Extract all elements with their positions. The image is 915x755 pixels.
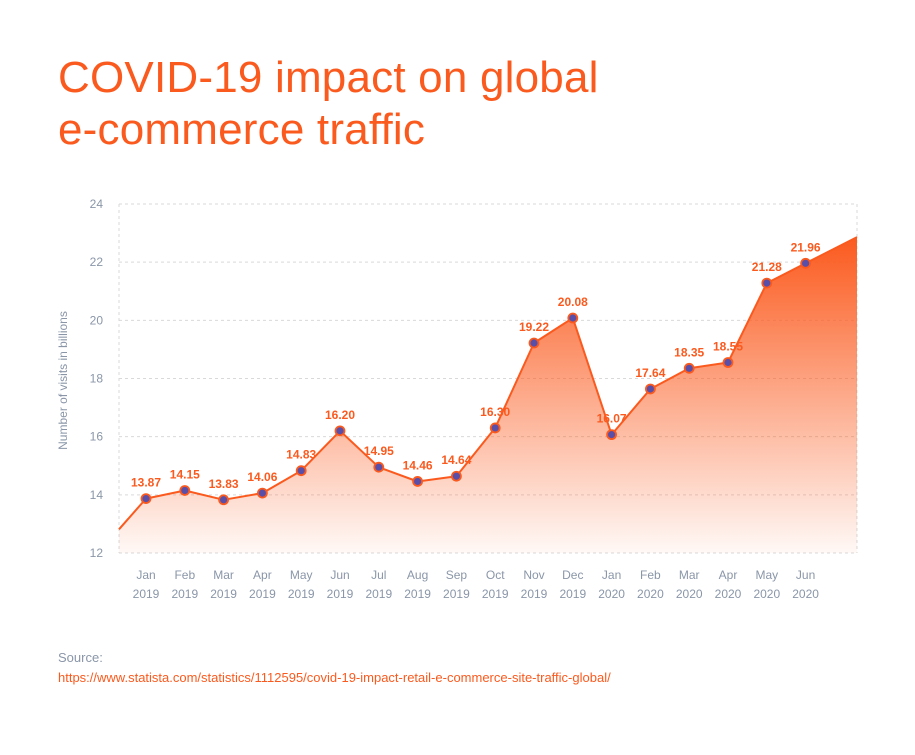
data-label: 16.30 — [480, 405, 510, 419]
data-label: 21.28 — [752, 260, 782, 274]
data-label: 21.96 — [791, 240, 821, 254]
data-label: 14.15 — [170, 467, 200, 481]
data-point — [373, 461, 385, 473]
data-point — [528, 337, 540, 349]
x-tick-month: Jan — [602, 568, 621, 582]
x-tick-year: 2020 — [676, 587, 703, 601]
data-label: 14.64 — [441, 453, 471, 467]
plot-area — [118, 236, 858, 553]
y-axis-label: Number of visits in billions — [56, 311, 70, 450]
y-tick-label: 24 — [90, 197, 104, 211]
source-label: Source: — [58, 650, 103, 665]
series-line — [118, 236, 858, 530]
data-point — [412, 476, 424, 487]
x-tick-year: 2020 — [753, 587, 780, 601]
data-point — [450, 470, 462, 482]
data-label: 16.20 — [325, 408, 355, 422]
data-point — [761, 277, 773, 289]
x-tick-month: Nov — [523, 568, 544, 582]
data-label: 14.46 — [403, 458, 433, 472]
data-label: 14.06 — [247, 470, 277, 484]
y-tick-label: 14 — [90, 488, 104, 502]
x-tick-year: 2019 — [482, 587, 509, 601]
y-tick-label: 12 — [90, 546, 104, 560]
data-point — [218, 494, 230, 506]
data-point — [567, 312, 579, 324]
x-tick-year: 2019 — [521, 587, 548, 601]
data-point — [256, 487, 268, 499]
data-label: 14.95 — [364, 444, 394, 458]
data-marks — [140, 257, 811, 506]
x-tick-month: May — [290, 568, 313, 582]
x-tick-year: 2019 — [249, 587, 276, 601]
data-point — [489, 422, 501, 434]
x-tick-month: Mar — [679, 568, 700, 582]
data-label: 17.64 — [635, 366, 665, 380]
y-tick-label: 18 — [90, 372, 104, 386]
x-tick-month: Jan — [136, 568, 155, 582]
axes: 12 14 16 18 20 22 24 Number of visits in billio… — [56, 197, 819, 601]
chart-title: COVID-19 impact on global e-commerce tra… — [58, 52, 599, 156]
data-label: 14.83 — [286, 448, 316, 462]
source-link[interactable]: https://www.statista.com/statistics/1112… — [58, 670, 611, 685]
data-label: 13.83 — [209, 477, 239, 491]
data-label: 18.55 — [713, 340, 743, 354]
data-label: 19.22 — [519, 320, 549, 334]
data-point — [606, 429, 617, 441]
x-tick-year: 2020 — [792, 587, 819, 601]
data-point — [683, 362, 695, 374]
data-label: 16.07 — [597, 412, 627, 426]
chart-title-line-1: COVID-19 impact on global — [58, 53, 599, 102]
x-tick-month: Aug — [407, 568, 428, 582]
x-tick-month: Feb — [640, 568, 661, 582]
x-tick-month: Sep — [446, 568, 468, 582]
x-tick-year: 2020 — [637, 587, 664, 601]
x-tick-year: 2019 — [365, 587, 392, 601]
x-tick-year: 2020 — [715, 587, 742, 601]
x-tick-year: 2019 — [559, 587, 586, 601]
x-tick-month: Apr — [719, 568, 738, 582]
x-tick-month: Jun — [796, 568, 815, 582]
y-tick-label: 16 — [90, 430, 104, 444]
data-point — [334, 425, 346, 437]
data-point — [722, 357, 734, 368]
data-point — [179, 485, 191, 496]
area-fill — [119, 237, 857, 553]
x-tick-month: Jul — [371, 568, 386, 582]
x-tick-year: 2019 — [210, 587, 237, 601]
data-labels: 13.87 14.15 13.83 14.06 14.83 16.20 14.95 14.46… — [131, 240, 821, 490]
chart: 13.87 14.15 13.83 14.06 14.83 16.20 14.95 14.46… — [56, 197, 858, 601]
x-tick-year: 2019 — [327, 587, 354, 601]
x-tick-year: 2019 — [171, 587, 198, 601]
x-tick-month: Feb — [174, 568, 195, 582]
y-tick-label: 20 — [90, 313, 104, 327]
data-label: 20.08 — [558, 295, 588, 309]
y-tick-label: 22 — [90, 255, 104, 269]
data-point — [800, 257, 811, 269]
x-tick-year: 2020 — [598, 587, 625, 601]
source-note: Source: https://www.statista.com/statist… — [58, 648, 611, 688]
x-tick-month: Jun — [330, 568, 349, 582]
chart-title-line-2: e-commerce traffic — [58, 105, 426, 154]
x-tick-year: 2019 — [404, 587, 431, 601]
x-tick-year: 2019 — [133, 587, 160, 601]
data-label: 18.35 — [674, 345, 704, 359]
data-label: 13.87 — [131, 476, 161, 490]
x-tick-month: May — [755, 568, 778, 582]
data-point — [295, 465, 307, 477]
x-tick-year: 2019 — [288, 587, 315, 601]
x-tick-month: Dec — [562, 568, 583, 582]
x-tick-year: 2019 — [443, 587, 470, 601]
x-tick-month: Apr — [253, 568, 272, 582]
data-point — [140, 493, 152, 505]
x-tick-month: Mar — [213, 568, 234, 582]
x-tick-month: Oct — [486, 568, 505, 582]
data-point — [645, 383, 656, 395]
